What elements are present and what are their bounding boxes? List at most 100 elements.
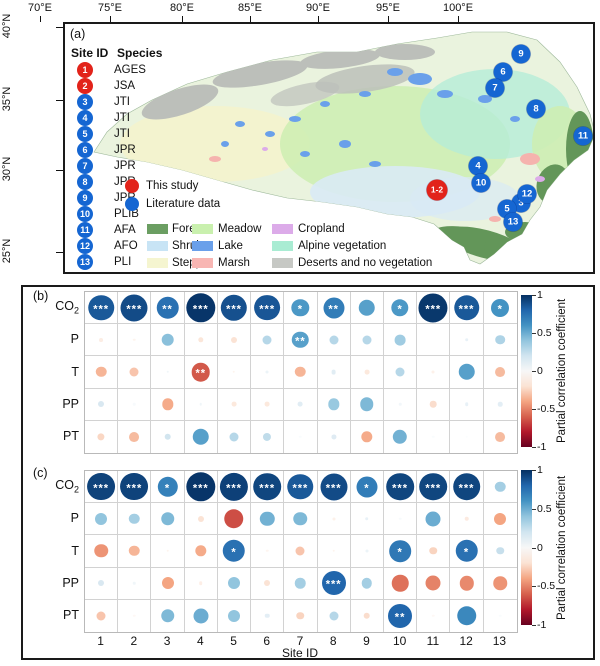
significance-stars: *** <box>93 303 110 316</box>
matrix-cell-c-PT-2 <box>118 599 152 632</box>
correlation-bubble <box>98 580 105 587</box>
correlation-bubble <box>232 370 236 374</box>
matrix-cell-b-T-12 <box>450 356 484 389</box>
correlation-bubble <box>495 367 506 377</box>
landcover-swatch <box>147 258 168 268</box>
lat-tick-mark <box>56 251 63 253</box>
lon-tick-label: 85°E <box>238 2 262 14</box>
landcover-label: Lake <box>218 240 243 252</box>
matrix-cell-c-CO2-4: *** <box>184 471 218 504</box>
site-species-label: AFA <box>114 224 136 236</box>
landcover-swatch <box>272 258 293 268</box>
lat-tick-label: 40°N <box>1 13 13 39</box>
correlation-bubble <box>392 429 408 445</box>
correlation-bubble <box>224 509 244 529</box>
correlation-bubble <box>464 516 469 522</box>
site-id-badge: 13 <box>77 254 93 270</box>
correlation-bubble <box>418 293 448 323</box>
lon-tick-label: 75°E <box>98 2 122 14</box>
correlation-bubble <box>398 402 402 406</box>
significance-stars: * <box>364 482 370 495</box>
significance-stars: *** <box>259 482 276 495</box>
correlation-bubble <box>458 363 475 381</box>
correlation-bubble <box>264 401 270 407</box>
site-id-badge: 3 <box>77 94 93 110</box>
colorbar-tick-mark <box>532 547 536 549</box>
matrix-cell-b-PP-13 <box>483 389 517 421</box>
landcover-swatch <box>272 241 293 251</box>
matrix-cell-c-PT-7 <box>284 599 318 632</box>
correlation-bubble <box>195 545 207 557</box>
matrix-cell-c-P-7 <box>284 503 318 536</box>
matrix-cell-c-T-10: * <box>383 535 418 568</box>
colorbar-c <box>521 470 532 625</box>
matrix-cell-b-PT-3 <box>151 420 185 453</box>
significance-stars: *** <box>292 482 309 495</box>
correlation-bubble <box>133 402 136 406</box>
correlation-bubble <box>386 472 414 501</box>
matrix-cell-b-PP-8 <box>317 388 351 421</box>
landcover-swatch <box>192 258 213 268</box>
correlation-bubble <box>321 571 346 596</box>
matrix-cell-c-T-8 <box>317 535 351 568</box>
matrix-cell-c-T-6 <box>251 535 285 568</box>
site-id-badge: 7 <box>77 158 93 174</box>
significance-stars: ** <box>295 335 306 348</box>
correlation-bubble <box>229 432 239 442</box>
site-species-label: PLIB <box>114 208 139 220</box>
matrix-cell-b-P-13 <box>483 324 517 357</box>
correlation-bubble <box>133 338 136 342</box>
site-id-badge: 2 <box>77 78 93 94</box>
site-id-badge: 11 <box>77 222 93 238</box>
matrix-cell-c-CO2-3: * <box>151 471 185 504</box>
correlation-bubble <box>262 335 272 345</box>
correlation-bubble <box>254 294 281 321</box>
matrix-cell-b-T-4: ** <box>184 356 218 389</box>
matrix-cell-c-T-7 <box>284 535 318 568</box>
matrix-cell-b-PP-3 <box>151 388 185 421</box>
site-id-tick: 5 <box>230 634 237 648</box>
matrix-cell-c-P-11 <box>417 503 451 536</box>
matrix-cell-b-P-12 <box>450 324 484 357</box>
colorbar-tick-label: 1 <box>537 289 543 301</box>
matrix-row-label: P <box>70 332 79 347</box>
correlation-bubble <box>95 512 108 525</box>
colorbar-tick-label: -0.5 <box>537 580 556 593</box>
site-species-label: JTI <box>114 128 130 140</box>
correlation-bubble <box>452 472 481 501</box>
significance-stars: *** <box>425 303 442 316</box>
correlation-bubble <box>219 472 249 501</box>
correlation-bubble <box>157 476 178 497</box>
correlation-bubble <box>331 434 337 440</box>
matrix-cell-c-PT-13 <box>484 600 517 632</box>
matrix-cell-c-PT-5 <box>218 599 252 632</box>
lat-tick-mark <box>56 169 63 171</box>
matrix-cell-c-T-4 <box>184 535 218 568</box>
colorbar-tick-label: -0.5 <box>537 403 556 415</box>
matrix-cell-c-T-3 <box>151 535 185 568</box>
colorbar-tick-label: 1 <box>537 464 543 476</box>
matrix-cell-c-PT-1 <box>85 599 119 632</box>
panel-c-label: (c) <box>33 466 48 480</box>
correlation-bubble <box>198 337 204 343</box>
significance-stars: * <box>497 303 503 316</box>
matrix-cell-b-PT-10 <box>384 420 418 453</box>
correlation-bubble <box>389 540 411 562</box>
correlation-bubble <box>230 336 237 343</box>
matrix-cell-b-PT-9 <box>351 420 384 453</box>
correlation-matrix-c: *** *** * *** *** *** *** *** * *** *** *** * * * *** ** <box>84 470 518 633</box>
matrix-cell-c-CO2-2: *** <box>118 471 152 504</box>
matrix-cell-c-CO2-9: * <box>350 471 384 504</box>
matrix-cell-b-PP-6 <box>251 388 285 421</box>
correlation-bubble <box>95 366 107 378</box>
significance-stars: * <box>397 546 403 559</box>
correlation-bubble <box>88 294 114 321</box>
correlation-bubble <box>156 296 179 319</box>
correlation-bubble <box>329 335 339 345</box>
correlation-bubble <box>425 511 441 527</box>
matrix-cell-b-CO2-13: * <box>483 292 517 325</box>
matrix-cell-c-CO2-7: *** <box>284 471 318 504</box>
matrix-cell-b-PT-5 <box>218 420 252 453</box>
correlation-bubble <box>429 547 438 555</box>
colorbar-tick-label: -1 <box>537 441 547 453</box>
